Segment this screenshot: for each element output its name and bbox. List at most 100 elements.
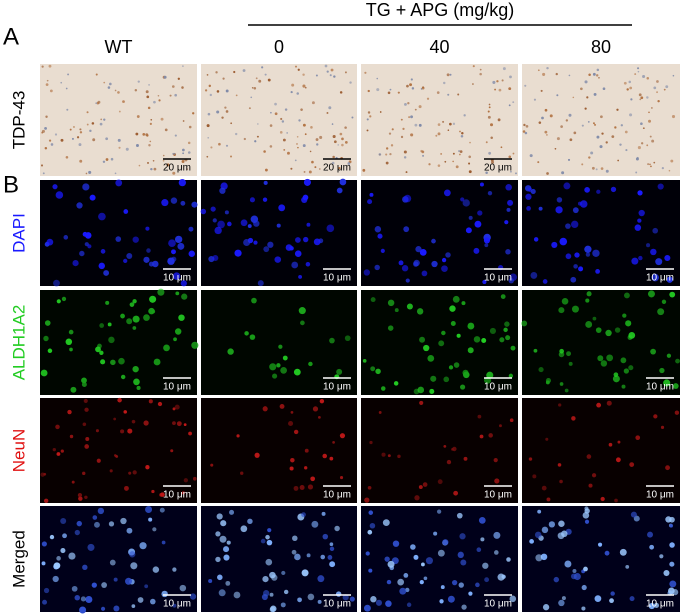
cell-dot	[501, 79, 504, 82]
cell-dot	[596, 189, 601, 194]
cell-dot	[573, 264, 578, 269]
cell-dot	[498, 88, 502, 92]
cell-dot	[172, 407, 176, 411]
cell-dot	[286, 132, 288, 134]
cell-dot	[70, 386, 77, 393]
cell-dot	[123, 410, 128, 414]
cell-dot	[571, 220, 579, 229]
cell-dot	[109, 82, 112, 86]
cell-dot	[548, 521, 556, 528]
micrograph-bg	[522, 290, 680, 395]
cell-dot	[409, 83, 413, 87]
scale-bar-label: 10 μm	[484, 490, 512, 501]
cell-dot	[132, 326, 137, 330]
cell-dot	[472, 65, 475, 68]
cell-dot	[309, 150, 312, 153]
cell-dot	[456, 512, 463, 519]
cell-dot	[463, 114, 466, 117]
cell-dot	[186, 168, 188, 170]
cell-dot	[387, 325, 394, 331]
cell-dot	[123, 258, 128, 264]
cell-dot	[453, 490, 459, 496]
scale-bar-label: 10 μm	[163, 382, 191, 393]
cell-dot	[79, 606, 87, 614]
cell-dot	[109, 559, 116, 566]
cell-dot	[52, 184, 58, 190]
cell-dot	[569, 138, 573, 142]
cell-dot	[646, 76, 650, 80]
cell-dot	[339, 476, 344, 480]
cell-dot	[421, 270, 428, 277]
cell-dot	[271, 574, 278, 581]
cell-dot	[173, 337, 177, 342]
cell-dot	[113, 605, 120, 612]
cell-dot	[606, 400, 612, 406]
cell-dot	[591, 166, 595, 170]
cell-dot	[447, 595, 455, 603]
cell-dot	[174, 235, 183, 244]
cell-dot	[461, 301, 466, 306]
cell-dot	[652, 227, 659, 234]
cell-dot	[215, 71, 218, 74]
cell-dot	[581, 584, 587, 591]
cell-dot	[157, 288, 165, 296]
cell-dot	[653, 86, 657, 90]
cell-dot	[646, 243, 651, 248]
cell-dot	[469, 141, 471, 144]
cell-dot	[54, 133, 58, 136]
cell-dot	[642, 127, 645, 130]
cell-dot	[416, 308, 424, 315]
cell-dot	[657, 308, 665, 316]
cell-dot	[334, 525, 340, 532]
cell-dot	[210, 206, 216, 212]
cell-dot	[600, 360, 608, 367]
cell-dot	[449, 305, 456, 312]
cell-dot	[130, 562, 138, 570]
cell-dot	[174, 404, 180, 410]
cell-dot	[319, 398, 325, 404]
cell-dot	[461, 604, 467, 610]
cell-dot	[388, 132, 392, 135]
cell-dot	[672, 383, 679, 389]
cell-dot	[171, 85, 175, 88]
cell-dot	[262, 197, 268, 202]
cell-dot	[149, 140, 152, 143]
column-header: WT	[105, 37, 133, 57]
cell-dot	[280, 602, 286, 608]
cell-dot	[648, 111, 650, 114]
cell-dot	[505, 249, 511, 255]
cell-dot	[542, 604, 550, 611]
cell-dot	[637, 146, 641, 150]
cell-dot	[145, 90, 149, 94]
cell-dot	[392, 540, 400, 547]
cell-dot	[367, 199, 373, 205]
cell-dot	[387, 299, 395, 307]
cell-dot	[308, 361, 313, 367]
cell-dot	[79, 159, 83, 163]
cell-dot	[505, 335, 511, 341]
cell-dot	[148, 84, 150, 86]
cell-dot	[89, 129, 92, 133]
cell-dot	[635, 435, 641, 441]
cell-dot	[298, 119, 301, 122]
cell-dot	[493, 531, 501, 539]
cell-dot	[128, 471, 132, 475]
cell-dot	[374, 264, 380, 271]
cell-dot	[132, 365, 139, 373]
scale-bar-label: 10 μm	[163, 490, 191, 501]
cell-dot	[108, 521, 115, 527]
cell-dot	[115, 455, 119, 458]
cell-dot	[320, 554, 326, 560]
cell-dot	[544, 108, 548, 112]
cell-dot	[558, 599, 565, 607]
cell-dot	[385, 147, 389, 150]
cell-dot	[264, 73, 267, 76]
cell-dot	[98, 262, 106, 270]
cell-dot	[41, 129, 45, 133]
cell-dot	[492, 80, 496, 84]
cell-dot	[639, 98, 642, 101]
cell-dot	[153, 100, 156, 104]
cell-dot	[177, 77, 180, 80]
cell-dot	[399, 587, 407, 595]
cell-dot	[467, 322, 475, 330]
